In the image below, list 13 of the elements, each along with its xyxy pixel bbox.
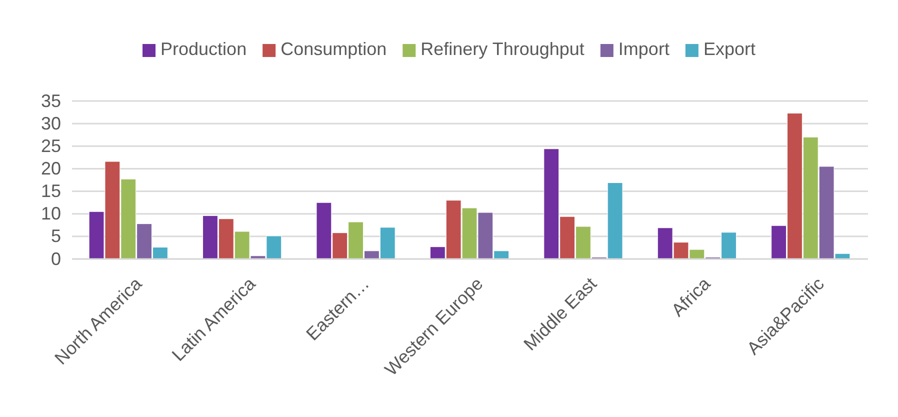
y-tick-label: 20 — [40, 158, 61, 178]
legend-label: Production — [160, 39, 247, 59]
y-tick-label: 10 — [40, 204, 61, 224]
y-tick-label: 15 — [40, 181, 61, 202]
y-tick-label: 0 — [50, 248, 61, 269]
y-tick-label: 5 — [50, 226, 61, 246]
y-tick-label: 25 — [40, 136, 61, 156]
y-tick-label: 35 — [40, 90, 61, 111]
legend-label: Consumption — [280, 39, 387, 59]
legend-label: Import — [618, 39, 670, 59]
legend-label: Export — [703, 39, 756, 59]
y-tick-label: 30 — [40, 113, 61, 134]
legend-label: Refinery Throughput — [420, 39, 584, 59]
